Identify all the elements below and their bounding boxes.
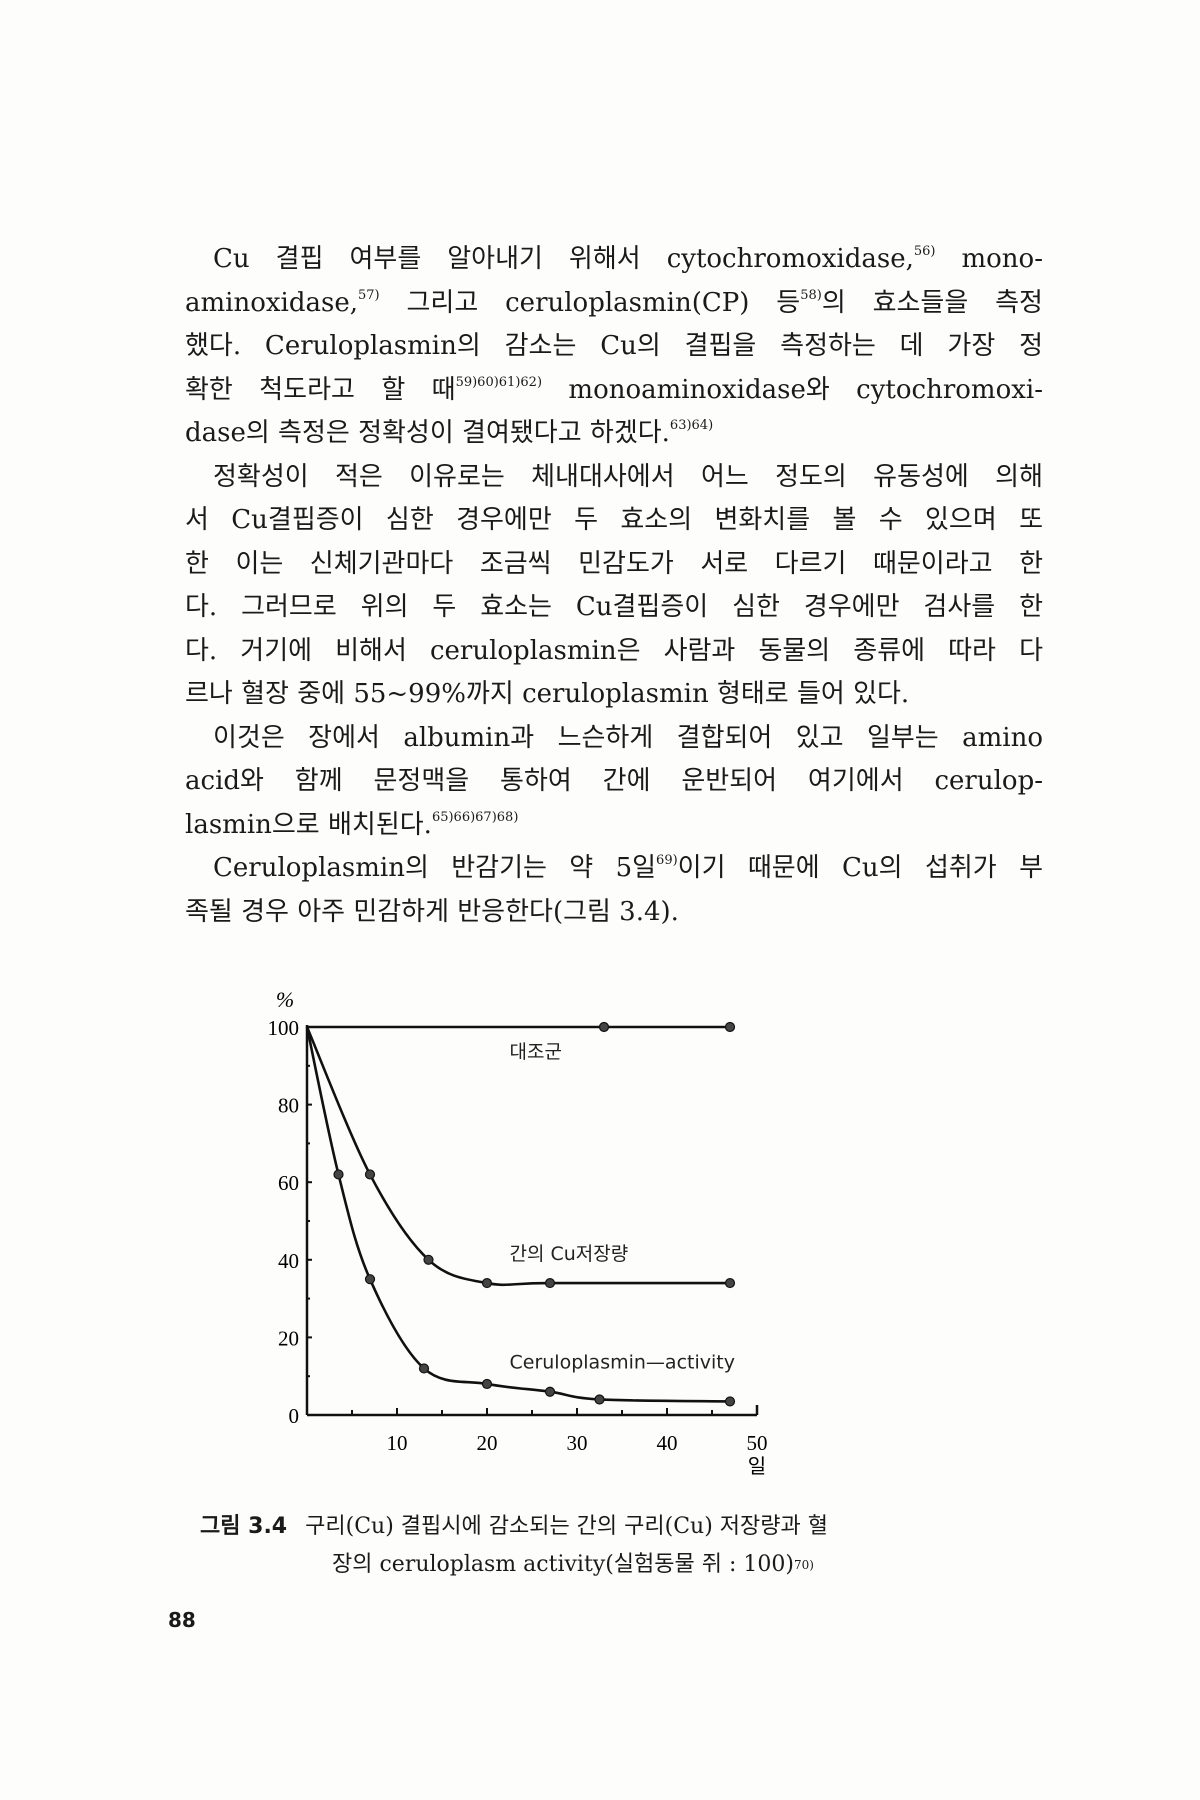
text-segment: aminoxidase, [185,287,358,318]
series-label: 간의 Cu저장량 [510,1243,629,1265]
y-tick-label: 20 [278,1326,299,1350]
data-point [724,1021,736,1033]
data-point [724,1396,736,1407]
data-point [418,1363,430,1374]
y-tick-label: 100 [268,1016,300,1040]
data-point [364,1169,376,1180]
reference-superscript: 63)64) [669,418,714,433]
text-segment: monoaminoxidase와 cytochromoxi- [542,374,1043,405]
text-segment: 족될 경우 아주 민감하게 반응한다(그림 3.4). [185,896,679,927]
reference-superscript: 69) [656,853,678,868]
text-segment: acid와 함께 문정맥을 통하여 간에 운반되어 여기에서 cerulop- [185,766,1043,796]
caption-reference: 70) [793,1558,814,1572]
reference-superscript: 58) [800,287,822,303]
y-tick-label: 80 [278,1094,299,1118]
reference-superscript: 56) [913,244,936,259]
data-point [481,1378,493,1390]
text-line: lasmin으로 배치된다.65)66)67)68) [185,804,1043,848]
text-segment: 했다. Ceruloplasmin의 감소는 Cu의 결핍을 측정하는 데 가장… [185,331,1043,361]
text-line: 정확성이 적은 이유로는 체내대사에서 어느 정도의 유동성에 의해 [185,456,1043,500]
text-segment: 그리고 ceruloplasmin(CP) 등 [379,287,801,318]
text-segment: 의 효소들을 측정 [821,287,1043,318]
text-segment: 한 이는 신체기관마다 조금씩 민감도가 서로 다르기 때문이라고 한 [185,548,1043,579]
text-segment: 다. 거기에 비해서 ceruloplasmin은 사람과 동물의 종류에 따라… [185,635,1043,666]
text-line: dase의 측정은 정확성이 결여됐다고 하겠다.63)64) [185,412,1043,456]
y-tick-label: 60 [278,1171,299,1195]
text-segment: lasmin으로 배치된다. [185,809,432,840]
text-segment: 확한 척도라고 할 때 [185,374,456,405]
caption-line-2: 장의 ceruloplasm activity(실험동물 쥐 : 100) [332,1552,794,1577]
data-point [724,1277,736,1289]
text-segment: 서 Cu결핍증이 심한 경우에만 두 효소의 변화치를 볼 수 있으며 또 [185,505,1043,535]
text-line: 다. 거기에 비해서 ceruloplasmin은 사람과 동물의 종류에 따라… [185,630,1043,674]
reference-superscript: 59)60)61)62) [455,374,543,390]
x-tick-label: 50 [747,1431,768,1455]
data-point [333,1169,344,1180]
y-axis-label: % [276,987,294,1012]
text-line: 확한 척도라고 할 때59)60)61)62) monoaminoxidase와… [185,369,1043,413]
text-segment: 이기 때문에 Cu의 섭취가 부 [677,853,1043,883]
text-segment: mono- [935,244,1044,274]
text-line: 르나 혈장 중에 55~99%까지 ceruloplasmin 형태로 들어 있… [185,673,1043,717]
data-point [594,1394,605,1405]
x-tick-label: 30 [567,1431,588,1455]
text-line: 서 Cu결핍증이 심한 경우에만 두 효소의 변화치를 볼 수 있으며 또 [185,499,1043,543]
series-line [305,1026,730,1287]
text-line: 했다. Ceruloplasmin의 감소는 Cu의 결핍을 측정하는 데 가장… [185,325,1043,369]
series-label: 대조군 [510,1041,562,1063]
data-point [481,1277,493,1289]
data-point [364,1274,376,1285]
text-line: 족될 경우 아주 민감하게 반응한다(그림 3.4). [185,891,1043,935]
data-point [598,1021,610,1033]
text-segment: 정확성이 적은 이유로는 체내대사에서 어느 정도의 유동성에 의해 [213,461,1043,492]
reference-superscript: 57) [358,287,380,303]
text-segment: 다. 그러므로 위의 두 효소는 Cu결핍증이 심한 경우에만 검사를 한 [185,592,1043,622]
data-point [544,1277,556,1289]
data-point [423,1254,434,1265]
text-line: 이것은 장에서 albumin과 느슨하게 결합되어 있고 일부는 amino [185,717,1043,761]
page-number: 88 [168,1608,196,1632]
text-segment: Ceruloplasmin의 반감기는 약 5일 [213,853,657,883]
series-line [305,1026,731,1403]
figure-caption: 그림 3.4 구리(Cu) 결핍시에 감소되는 간의 구리(Cu) 저장량과 혈 … [200,1508,1020,1584]
text-segment: dase의 측정은 정확성이 결여됐다고 하겠다. [185,418,670,448]
figure-label: 그림 3.4 [200,1514,288,1539]
y-tick-label: 40 [278,1249,299,1273]
text-line: aminoxidase,57) 그리고 ceruloplasmin(CP) 등5… [185,282,1043,326]
body-text: Cu 결핍 여부를 알아내기 위해서 cytochromoxidase,56) … [185,238,1043,934]
caption-line-1: 구리(Cu) 결핍시에 감소되는 간의 구리(Cu) 저장량과 혈 [305,1514,828,1539]
text-line: 한 이는 신체기관마다 조금씩 민감도가 서로 다르기 때문이라고 한 [185,543,1043,587]
text-segment: 르나 혈장 중에 55~99%까지 ceruloplasmin 형태로 들어 있… [185,679,910,709]
x-tick-label: 20 [477,1431,498,1455]
text-line: acid와 함께 문정맥을 통하여 간에 운반되어 여기에서 cerulop- [185,760,1043,804]
text-line: 다. 그러므로 위의 두 효소는 Cu결핍증이 심한 경우에만 검사를 한 [185,586,1043,630]
text-line: Ceruloplasmin의 반감기는 약 5일69)이기 때문에 Cu의 섭취… [185,847,1043,891]
text-line: Cu 결핍 여부를 알아내기 위해서 cytochromoxidase,56) … [185,238,1043,282]
x-axis-label: 일 [748,1454,766,1478]
x-tick-label: 10 [387,1431,408,1455]
x-tick-label: 40 [657,1431,678,1455]
text-segment: Cu 결핍 여부를 알아내기 위해서 cytochromoxidase, [213,244,914,274]
text-segment: 이것은 장에서 albumin과 느슨하게 결합되어 있고 일부는 amino [213,722,1043,753]
data-point [544,1386,556,1397]
y-tick-label: 0 [289,1404,300,1428]
series-label: Ceruloplasmin—activity [510,1351,735,1373]
reference-superscript: 65)66)67)68) [431,809,519,825]
